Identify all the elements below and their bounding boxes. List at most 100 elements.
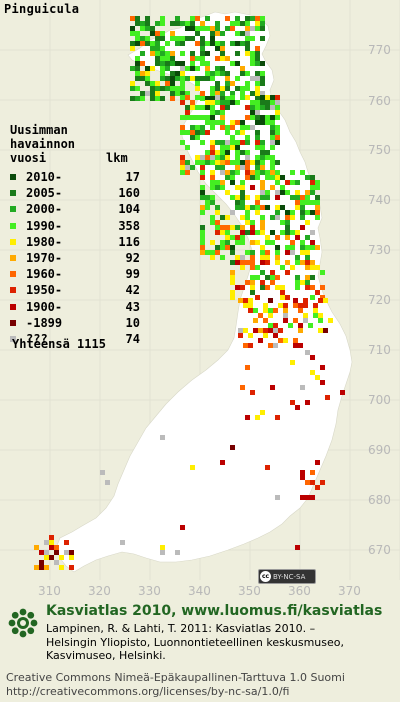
observation-square (130, 86, 135, 91)
observation-square (135, 41, 140, 46)
observation-square (230, 120, 235, 125)
observation-square (205, 250, 210, 255)
observation-square (255, 61, 260, 66)
observation-square (190, 105, 195, 110)
observation-square (278, 328, 283, 333)
observation-square (253, 318, 258, 323)
observation-square (240, 91, 245, 96)
observation-square (185, 160, 190, 165)
observation-square (200, 130, 205, 135)
observation-square (175, 86, 180, 91)
observation-square (140, 96, 145, 101)
observation-square (160, 56, 165, 61)
observation-square (220, 155, 225, 160)
observation-square (105, 480, 110, 485)
observation-square (255, 175, 260, 180)
credit-citation: Lampinen, R. & Lahti, T. 2011: Kasviatla… (46, 622, 344, 663)
observation-square (215, 31, 220, 36)
observation-square (180, 130, 185, 135)
observation-square (225, 215, 230, 220)
observation-square (275, 135, 280, 140)
license-url[interactable]: http://creativecommons.org/licenses/by-n… (6, 685, 290, 698)
observation-square (275, 190, 280, 195)
observation-square (69, 555, 74, 560)
observation-square (140, 21, 145, 26)
observation-square (160, 36, 165, 41)
credit-title[interactable]: Kasviatlas 2010, www.luomus.fi/kasviatla… (46, 603, 383, 619)
observation-square (260, 250, 265, 255)
observation-square (200, 170, 205, 175)
cc-license-badge[interactable]: cc BY-NC-SA (258, 569, 316, 584)
observation-square (250, 260, 255, 265)
observation-square (280, 185, 285, 190)
observation-square (190, 26, 195, 31)
observation-square (185, 105, 190, 110)
observation-square (195, 105, 200, 110)
observation-square (215, 155, 220, 160)
observation-square (250, 390, 255, 395)
observation-square (200, 155, 205, 160)
observation-square (295, 205, 300, 210)
observation-square (220, 170, 225, 175)
observation-square (195, 76, 200, 81)
observation-square (205, 51, 210, 56)
legend-header-line: havainnon (10, 137, 76, 151)
observation-square (155, 51, 160, 56)
observation-square (245, 365, 250, 370)
y-tick-label: 720 (368, 293, 391, 307)
observation-square (260, 21, 265, 26)
observation-square (150, 96, 155, 101)
observation-square (300, 210, 305, 215)
observation-square (210, 36, 215, 41)
observation-square (245, 170, 250, 175)
observation-square (140, 36, 145, 41)
observation-square (210, 250, 215, 255)
legend-swatch (10, 190, 16, 197)
observation-square (240, 200, 245, 205)
observation-square (185, 66, 190, 71)
legend-label: 1980- (26, 234, 63, 249)
observation-square (260, 61, 265, 66)
observation-square (290, 360, 295, 365)
observation-square (268, 313, 273, 318)
observation-square (245, 71, 250, 76)
observation-square (160, 435, 165, 440)
observation-square (270, 270, 275, 275)
observation-square (300, 385, 305, 390)
observation-square (100, 470, 105, 475)
observation-square (230, 170, 235, 175)
observation-square (130, 96, 135, 101)
observation-square (240, 195, 245, 200)
observation-square (210, 155, 215, 160)
observation-square (305, 265, 310, 270)
observation-square (215, 165, 220, 170)
observation-square (265, 205, 270, 210)
observation-square (275, 115, 280, 120)
observation-square (220, 31, 225, 36)
observation-square (145, 41, 150, 46)
observation-square (260, 280, 265, 285)
observation-square (210, 71, 215, 76)
observation-square (245, 31, 250, 36)
observation-square (290, 230, 295, 235)
observation-square (180, 160, 185, 165)
observation-square (210, 240, 215, 245)
observation-square (220, 180, 225, 185)
observation-square (320, 295, 325, 300)
observation-square (180, 100, 185, 105)
observation-square (145, 26, 150, 31)
observation-square (270, 135, 275, 140)
observation-square (260, 270, 265, 275)
observation-square (243, 298, 248, 303)
observation-square (250, 91, 255, 96)
observation-square (275, 215, 280, 220)
observation-square (245, 150, 250, 155)
observation-square (130, 31, 135, 36)
observation-square (265, 115, 270, 120)
observation-square (235, 100, 240, 105)
observation-square (170, 91, 175, 96)
observation-square (238, 333, 243, 338)
observation-square (150, 46, 155, 51)
observation-square (305, 175, 310, 180)
observation-square (54, 560, 59, 565)
